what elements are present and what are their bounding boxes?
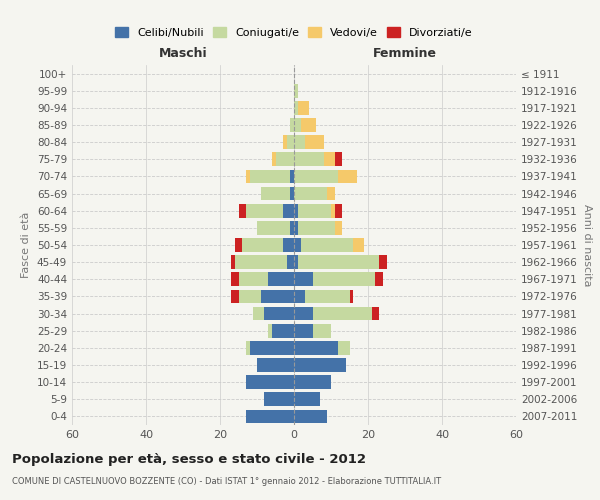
Bar <box>239 272 268 286</box>
Bar <box>231 272 239 286</box>
Bar <box>338 341 349 354</box>
Bar <box>294 272 313 286</box>
Bar <box>335 204 342 218</box>
Bar <box>294 324 313 338</box>
Bar <box>298 101 309 114</box>
Bar <box>294 186 328 200</box>
Bar <box>323 152 335 166</box>
Bar <box>372 306 379 320</box>
Bar <box>298 204 331 218</box>
Bar <box>268 272 294 286</box>
Bar <box>294 118 301 132</box>
Bar <box>305 136 323 149</box>
Bar <box>257 358 294 372</box>
Bar <box>294 221 298 234</box>
Bar <box>294 358 346 372</box>
Bar <box>272 152 275 166</box>
Bar <box>239 204 246 218</box>
Bar <box>235 238 242 252</box>
Bar <box>294 136 305 149</box>
Bar <box>294 306 313 320</box>
Bar <box>298 256 379 269</box>
Bar <box>257 221 290 234</box>
Bar <box>239 290 260 304</box>
Bar <box>260 290 294 304</box>
Bar <box>260 186 290 200</box>
Text: Maschi: Maschi <box>158 47 208 60</box>
Bar <box>379 256 386 269</box>
Bar <box>250 170 290 183</box>
Bar <box>294 101 298 114</box>
Bar <box>305 290 349 304</box>
Bar <box>294 238 301 252</box>
Bar <box>268 324 272 338</box>
Bar <box>331 204 335 218</box>
Bar <box>246 204 283 218</box>
Bar <box>335 152 342 166</box>
Bar <box>294 341 338 354</box>
Bar <box>294 170 338 183</box>
Bar <box>301 238 353 252</box>
Bar <box>294 84 298 98</box>
Bar <box>313 306 372 320</box>
Bar <box>283 136 287 149</box>
Bar <box>250 341 294 354</box>
Bar <box>290 186 294 200</box>
Bar <box>294 410 328 424</box>
Bar <box>265 306 294 320</box>
Bar <box>294 256 298 269</box>
Text: Femmine: Femmine <box>373 47 437 60</box>
Bar <box>335 221 342 234</box>
Bar <box>265 392 294 406</box>
Bar <box>275 152 294 166</box>
Text: COMUNE DI CASTELNUOVO BOZZENTE (CO) - Dati ISTAT 1° gennaio 2012 - Elaborazione : COMUNE DI CASTELNUOVO BOZZENTE (CO) - Da… <box>12 478 441 486</box>
Bar <box>376 272 383 286</box>
Bar <box>242 238 283 252</box>
Bar <box>294 392 320 406</box>
Bar <box>294 290 305 304</box>
Bar <box>313 324 331 338</box>
Bar <box>287 256 294 269</box>
Bar <box>290 170 294 183</box>
Bar <box>353 238 364 252</box>
Bar <box>246 341 250 354</box>
Bar <box>287 136 294 149</box>
Bar <box>246 376 294 389</box>
Bar <box>283 238 294 252</box>
Text: Popolazione per età, sesso e stato civile - 2012: Popolazione per età, sesso e stato civil… <box>12 452 366 466</box>
Bar <box>231 256 235 269</box>
Bar <box>298 221 335 234</box>
Bar <box>246 170 250 183</box>
Bar <box>349 290 353 304</box>
Bar <box>231 290 239 304</box>
Bar <box>294 152 323 166</box>
Bar <box>272 324 294 338</box>
Bar <box>290 118 294 132</box>
Legend: Celibi/Nubili, Coniugati/e, Vedovi/e, Divorziati/e: Celibi/Nubili, Coniugati/e, Vedovi/e, Di… <box>112 24 476 41</box>
Bar <box>328 186 335 200</box>
Y-axis label: Anni di nascita: Anni di nascita <box>581 204 592 286</box>
Bar <box>294 376 331 389</box>
Bar <box>290 221 294 234</box>
Bar <box>283 204 294 218</box>
Bar <box>253 306 265 320</box>
Y-axis label: Fasce di età: Fasce di età <box>22 212 31 278</box>
Bar <box>294 204 298 218</box>
Bar <box>246 410 294 424</box>
Bar <box>301 118 316 132</box>
Bar <box>235 256 287 269</box>
Bar <box>313 272 376 286</box>
Bar <box>338 170 357 183</box>
